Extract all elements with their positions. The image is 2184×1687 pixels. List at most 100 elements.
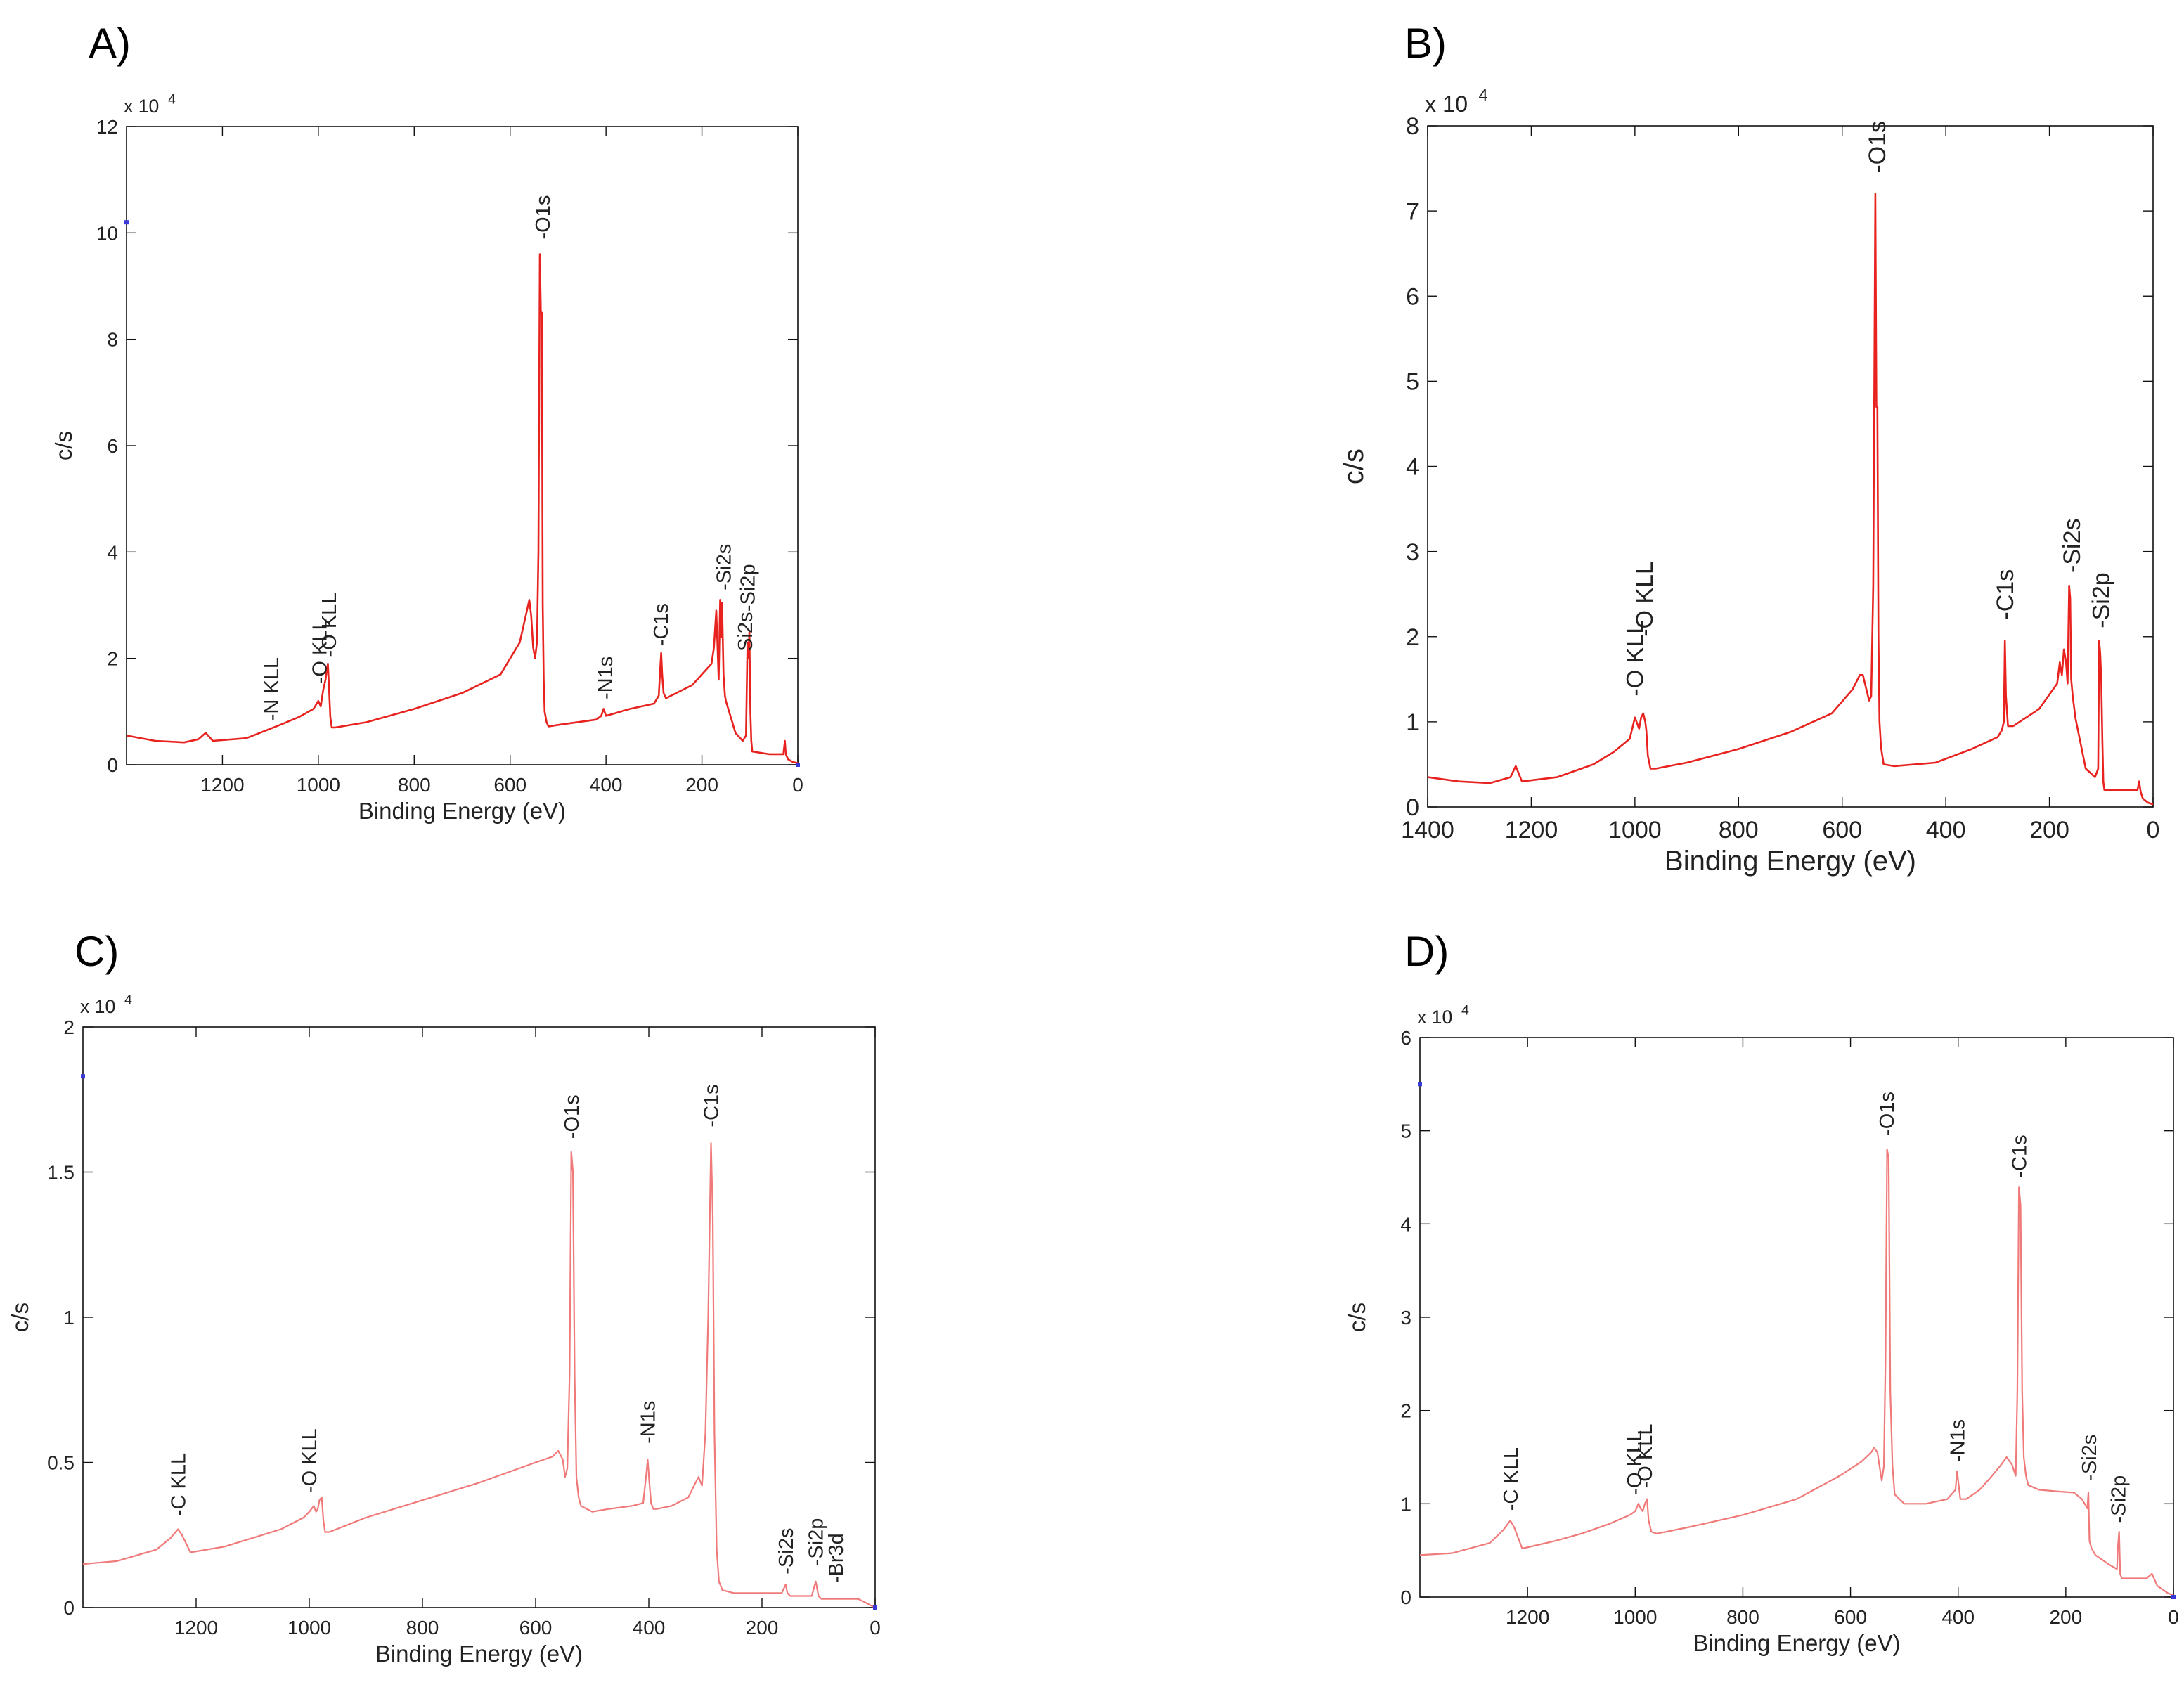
y-axis-title: c/s bbox=[7, 1303, 33, 1332]
y-multiplier: x 10 bbox=[1425, 91, 1468, 117]
y-tick-label: 8 bbox=[1406, 113, 1419, 140]
peak-label: -O KLL bbox=[299, 1428, 321, 1493]
x-tick-label: 600 bbox=[1834, 1606, 1867, 1628]
peak-label: -C KLL bbox=[167, 1453, 190, 1516]
peak-label: -Si2s bbox=[775, 1528, 798, 1575]
y-tick-label: 6 bbox=[107, 435, 118, 457]
peak-label: -N1s bbox=[1946, 1419, 1969, 1462]
y-tick-label: 0 bbox=[1406, 794, 1419, 821]
y-tick-label: 1 bbox=[63, 1307, 75, 1329]
peak-label: -C1s bbox=[2008, 1135, 2031, 1177]
peak-label: -O KLL bbox=[309, 619, 331, 683]
y-tick-label: 10 bbox=[96, 222, 118, 244]
peak-label: -C1s bbox=[650, 603, 673, 646]
panel-a-chart: 1200 1000 800 600 400 200 0 0 2 4 6 8 10 12 x 10 4 Bindi… bbox=[51, 91, 803, 824]
y-tick-label: 2 bbox=[107, 648, 118, 670]
peak-label: Si2s bbox=[735, 612, 757, 651]
y-multiplier: x 10 bbox=[124, 96, 159, 117]
panel-d-letter: D) bbox=[1404, 928, 1449, 975]
axis-marker bbox=[2171, 1595, 2176, 1599]
peak-label: -N1s bbox=[638, 1401, 660, 1444]
panel-a-letter: A) bbox=[89, 20, 131, 67]
spectrum-line bbox=[82, 1142, 876, 1608]
x-axis-title: Binding Energy (eV) bbox=[375, 1641, 583, 1667]
x-tick-label: 1000 bbox=[1613, 1606, 1657, 1628]
y-tick-label: 7 bbox=[1406, 198, 1419, 225]
panel-c-chart: 1200 1000 800 600 400 200 0 0 0.5 1 1.5 2x 10 4 Bindi… bbox=[7, 992, 881, 1667]
peak-label: -O1s bbox=[532, 195, 555, 240]
x-tick-label: 600 bbox=[519, 1617, 553, 1638]
x-axis-title: Binding Energy (eV) bbox=[358, 798, 566, 824]
peak-label: -Si2s bbox=[2059, 518, 2086, 572]
y-tick-label: 2 bbox=[1406, 624, 1419, 651]
y-tick-label: 0 bbox=[1400, 1586, 1411, 1608]
x-tick-label: 0 bbox=[870, 1617, 881, 1638]
panel-d-chart: 1200 1000 800 600 400 200 0 0 1 2 3 4 5 6 x 10 4 Binding… bbox=[1344, 1002, 2179, 1656]
spectrum-line bbox=[1427, 193, 2154, 806]
peak-label: -O KLL bbox=[1622, 621, 1649, 697]
x-tick-label: 600 bbox=[493, 774, 526, 796]
x-tick-label: 1200 bbox=[174, 1617, 218, 1638]
peak-label: -O1s bbox=[1876, 1092, 1899, 1136]
y-tick-label: 2 bbox=[63, 1016, 75, 1038]
y-tick-label: 0.5 bbox=[47, 1452, 75, 1474]
y-tick-label: 4 bbox=[1406, 454, 1419, 481]
y-tick-label: 4 bbox=[1400, 1213, 1411, 1235]
y-tick-label: 6 bbox=[1400, 1027, 1411, 1049]
y-tick-label: 1 bbox=[1400, 1493, 1411, 1515]
y-multiplier: x 10 bbox=[1417, 1007, 1452, 1028]
peak-label: -O1s bbox=[561, 1094, 583, 1139]
y-tick-label: 1.5 bbox=[47, 1162, 75, 1184]
axis-marker bbox=[796, 763, 800, 767]
y-tick-label: 5 bbox=[1400, 1120, 1411, 1142]
spectrum-line bbox=[1419, 1149, 2174, 1596]
x-axis-title: Binding Energy (eV) bbox=[1693, 1630, 1900, 1656]
peak-label: -Si2p bbox=[2088, 572, 2114, 628]
peak-label: -O KLL bbox=[318, 593, 341, 657]
x-tick-label: 200 bbox=[2049, 1606, 2082, 1628]
peak-label: -C KLL bbox=[1500, 1447, 1523, 1511]
panel-a: A) 1200 1000 800 600 400 200 0 0 2 4 6 8 10 12 x 10 4 Bi… bbox=[51, 20, 803, 824]
x-tick-label: 0 bbox=[2168, 1606, 2179, 1628]
peak-label: -O KLL bbox=[1624, 1430, 1646, 1495]
x-tick-label: 1000 bbox=[297, 774, 340, 796]
axis-marker bbox=[1418, 1082, 1422, 1087]
peak-label: -N KLL bbox=[261, 657, 283, 720]
y-axis-title: c/s bbox=[1344, 1303, 1370, 1332]
x-tick-label: 400 bbox=[633, 1617, 666, 1638]
x-tick-label: 200 bbox=[685, 774, 718, 796]
x-axis-title: Binding Energy (eV) bbox=[1665, 846, 1916, 877]
y-tick-label: 8 bbox=[107, 329, 118, 351]
y-tick-label: 6 bbox=[1406, 283, 1419, 310]
x-tick-label: 400 bbox=[1941, 1606, 1975, 1628]
peak-label: -Si2p bbox=[806, 1518, 828, 1566]
x-tick-label: 1200 bbox=[200, 774, 244, 796]
x-tick-label: 1200 bbox=[1506, 1606, 1549, 1628]
y-tick-label: 0 bbox=[107, 754, 118, 776]
x-tick-label: 800 bbox=[406, 1617, 439, 1638]
x-tick-label: 1400 bbox=[1401, 817, 1454, 844]
spectrum-line bbox=[126, 253, 799, 764]
y-tick-label: 12 bbox=[96, 116, 118, 138]
axis-marker bbox=[873, 1605, 877, 1610]
panel-b-chart: 1400 1200 1000 800 600 400 200 0 0 1 2 3 4 5 6 7 8x 10 4 B… bbox=[1338, 86, 2159, 877]
x-tick-label: 800 bbox=[398, 774, 431, 796]
panel-c: C) 1200 1000 800 600 400 200 0 0 0.5 1 1.5 2x 10 4 Bi… bbox=[7, 928, 881, 1667]
panel-b: B) 1400 1200 1000 800 600 400 200 0 0 1 2 3 4 5 6 7 8x 1… bbox=[1338, 20, 2159, 877]
x-tick-label: 200 bbox=[2029, 817, 2069, 844]
peak-label: -Si2p bbox=[737, 564, 760, 612]
peak-label: -O KLL bbox=[1631, 561, 1658, 637]
y-tick-label: 2 bbox=[1400, 1400, 1411, 1422]
axis-marker bbox=[124, 220, 129, 225]
y-tick-label: 3 bbox=[1400, 1307, 1411, 1329]
x-tick-label: 0 bbox=[792, 774, 803, 796]
x-tick-label: 0 bbox=[2147, 817, 2160, 844]
y-axis-title: c/s bbox=[1338, 448, 1369, 484]
peak-label: -Br3d bbox=[825, 1533, 848, 1583]
x-tick-label: 400 bbox=[1926, 817, 1966, 844]
peak-label: -O KLL bbox=[1634, 1424, 1657, 1489]
peak-label: -C1s bbox=[701, 1084, 723, 1127]
peak-label: -O1s bbox=[1864, 121, 1891, 173]
y-tick-label: 1 bbox=[1406, 709, 1419, 736]
